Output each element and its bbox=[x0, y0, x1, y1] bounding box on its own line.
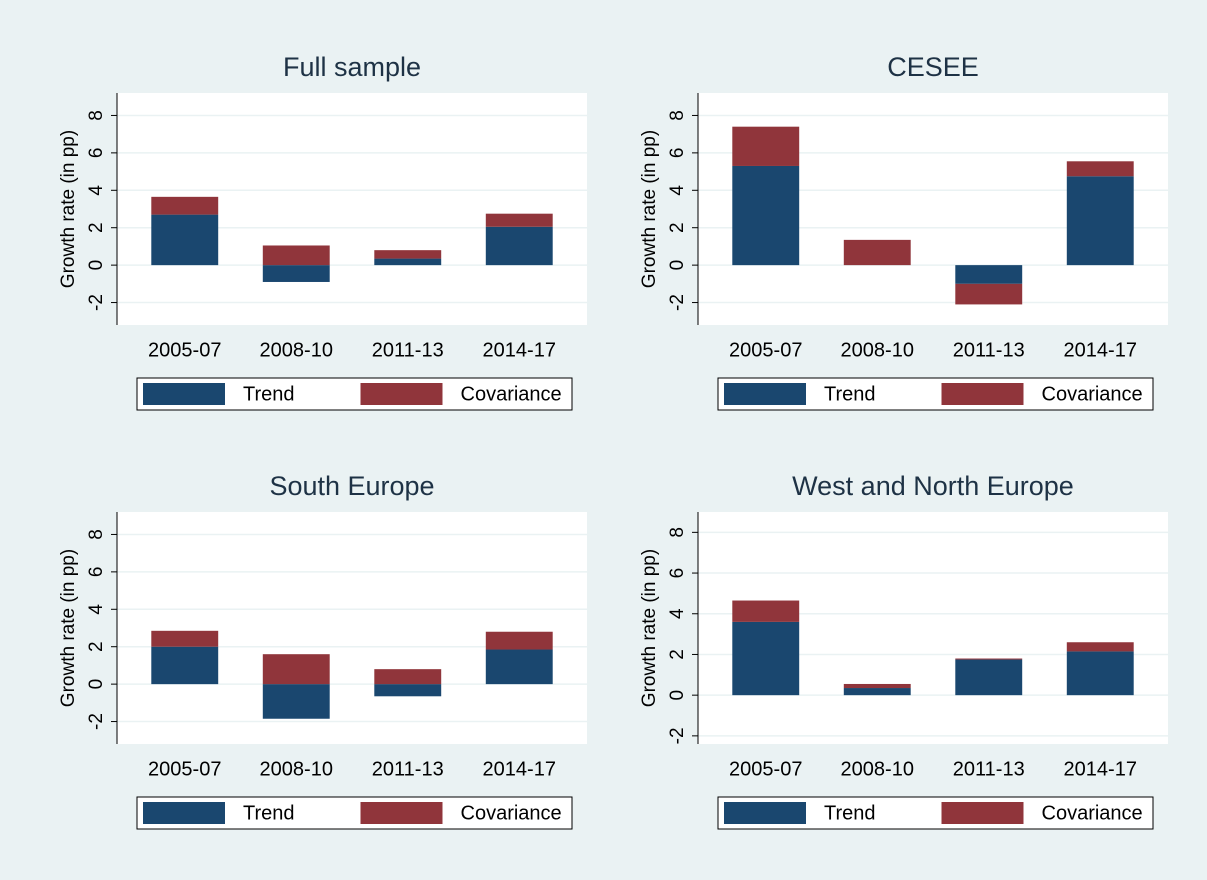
bar-segment bbox=[732, 621, 800, 696]
bar-segment bbox=[732, 126, 800, 166]
x-tick-label: 2008-10 bbox=[841, 339, 914, 361]
legend-label: Trend bbox=[243, 383, 295, 405]
x-tick-label: 2014-17 bbox=[1064, 339, 1137, 361]
chart-title: Full sample bbox=[283, 52, 421, 82]
y-tick-label: 2 bbox=[86, 222, 107, 233]
x-tick-label: 2011-13 bbox=[953, 339, 1025, 361]
bar-segment bbox=[485, 631, 553, 650]
y-tick-label: 2 bbox=[667, 649, 688, 660]
x-tick-label: 2008-10 bbox=[841, 758, 914, 780]
bar-segment bbox=[1066, 161, 1134, 177]
plot-area bbox=[117, 512, 587, 744]
x-tick-label: 2005-07 bbox=[148, 758, 221, 780]
x-tick-label: 2011-13 bbox=[953, 758, 1025, 780]
bar-segment bbox=[262, 265, 330, 282]
y-axis-title: Growth rate (in pp) bbox=[639, 130, 660, 288]
y-tick-label: 0 bbox=[667, 260, 688, 271]
x-tick-label: 2011-13 bbox=[372, 339, 444, 361]
bar-segment bbox=[843, 688, 911, 696]
x-tick-label: 2011-13 bbox=[372, 758, 444, 780]
x-tick-label: 2005-07 bbox=[148, 339, 221, 361]
y-tick-label: 8 bbox=[667, 110, 688, 121]
y-tick-label: 8 bbox=[667, 527, 688, 538]
legend-label: Covariance bbox=[1042, 802, 1143, 824]
legend-swatch bbox=[143, 383, 225, 405]
legend-label: Covariance bbox=[1042, 383, 1143, 405]
y-tick-label: 0 bbox=[86, 260, 107, 271]
y-tick-label: 6 bbox=[86, 148, 107, 159]
bar-segment bbox=[262, 684, 330, 719]
bar-segment bbox=[262, 654, 330, 685]
legend-label: Trend bbox=[824, 383, 876, 405]
bar-segment bbox=[1066, 642, 1134, 652]
x-tick-label: 2014-17 bbox=[483, 758, 556, 780]
bar-segment bbox=[485, 213, 553, 227]
legend-swatch bbox=[143, 802, 225, 824]
y-tick-label: -2 bbox=[86, 294, 107, 311]
bar-segment bbox=[374, 684, 442, 697]
legend-label: Covariance bbox=[461, 802, 562, 824]
y-tick-label: 6 bbox=[667, 568, 688, 579]
chart-title: South Europe bbox=[269, 471, 434, 501]
y-tick-label: 6 bbox=[667, 148, 688, 159]
bar-segment bbox=[955, 658, 1023, 660]
chart-title: CESEE bbox=[887, 52, 979, 82]
y-tick-label: -2 bbox=[667, 294, 688, 311]
x-tick-label: 2008-10 bbox=[260, 339, 333, 361]
legend-swatch bbox=[360, 802, 443, 824]
bar-segment bbox=[955, 283, 1023, 305]
bar-segment bbox=[374, 258, 442, 266]
bar-segment bbox=[1066, 651, 1134, 696]
legend-swatch bbox=[724, 383, 806, 405]
y-tick-label: 0 bbox=[667, 690, 688, 701]
legend-label: Trend bbox=[824, 802, 876, 824]
legend-swatch bbox=[724, 802, 806, 824]
y-axis-title: Growth rate (in pp) bbox=[58, 549, 79, 707]
bar-segment bbox=[732, 600, 800, 622]
bar-segment bbox=[151, 646, 219, 685]
bar-segment bbox=[374, 669, 442, 685]
y-tick-label: 4 bbox=[86, 185, 107, 196]
bar-segment bbox=[485, 649, 553, 685]
legend-label: Trend bbox=[243, 802, 295, 824]
y-tick-label: 0 bbox=[86, 679, 107, 690]
y-tick-label: 2 bbox=[86, 641, 107, 652]
y-axis-title: Growth rate (in pp) bbox=[58, 130, 79, 288]
y-tick-label: 8 bbox=[86, 110, 107, 121]
bar-segment bbox=[843, 239, 911, 266]
y-tick-label: 4 bbox=[667, 608, 688, 619]
legend-swatch bbox=[360, 383, 443, 405]
y-tick-label: 8 bbox=[86, 529, 107, 540]
y-tick-label: -2 bbox=[667, 727, 688, 744]
x-tick-label: 2014-17 bbox=[1064, 758, 1137, 780]
y-tick-label: -2 bbox=[86, 713, 107, 730]
legend-swatch bbox=[941, 383, 1024, 405]
bar-segment bbox=[955, 265, 1023, 284]
legend-swatch bbox=[941, 802, 1024, 824]
bar-segment bbox=[485, 226, 553, 266]
bar-segment bbox=[151, 630, 219, 647]
x-tick-label: 2005-07 bbox=[729, 339, 802, 361]
bar-segment bbox=[151, 214, 219, 266]
y-axis-title: Growth rate (in pp) bbox=[639, 549, 660, 707]
chart-title: West and North Europe bbox=[792, 471, 1074, 501]
y-tick-label: 2 bbox=[667, 222, 688, 233]
y-tick-label: 4 bbox=[86, 604, 107, 615]
y-tick-label: 4 bbox=[667, 185, 688, 196]
bar-segment bbox=[151, 196, 219, 215]
x-tick-label: 2008-10 bbox=[260, 758, 333, 780]
bar-segment bbox=[374, 250, 442, 259]
bar-segment bbox=[262, 245, 330, 266]
bar-segment bbox=[1066, 176, 1134, 266]
y-tick-label: 6 bbox=[86, 567, 107, 578]
x-tick-label: 2005-07 bbox=[729, 758, 802, 780]
bar-segment bbox=[843, 683, 911, 689]
bar-segment bbox=[955, 659, 1023, 696]
x-tick-label: 2014-17 bbox=[483, 339, 556, 361]
bar-segment bbox=[732, 165, 800, 266]
legend-label: Covariance bbox=[461, 383, 562, 405]
